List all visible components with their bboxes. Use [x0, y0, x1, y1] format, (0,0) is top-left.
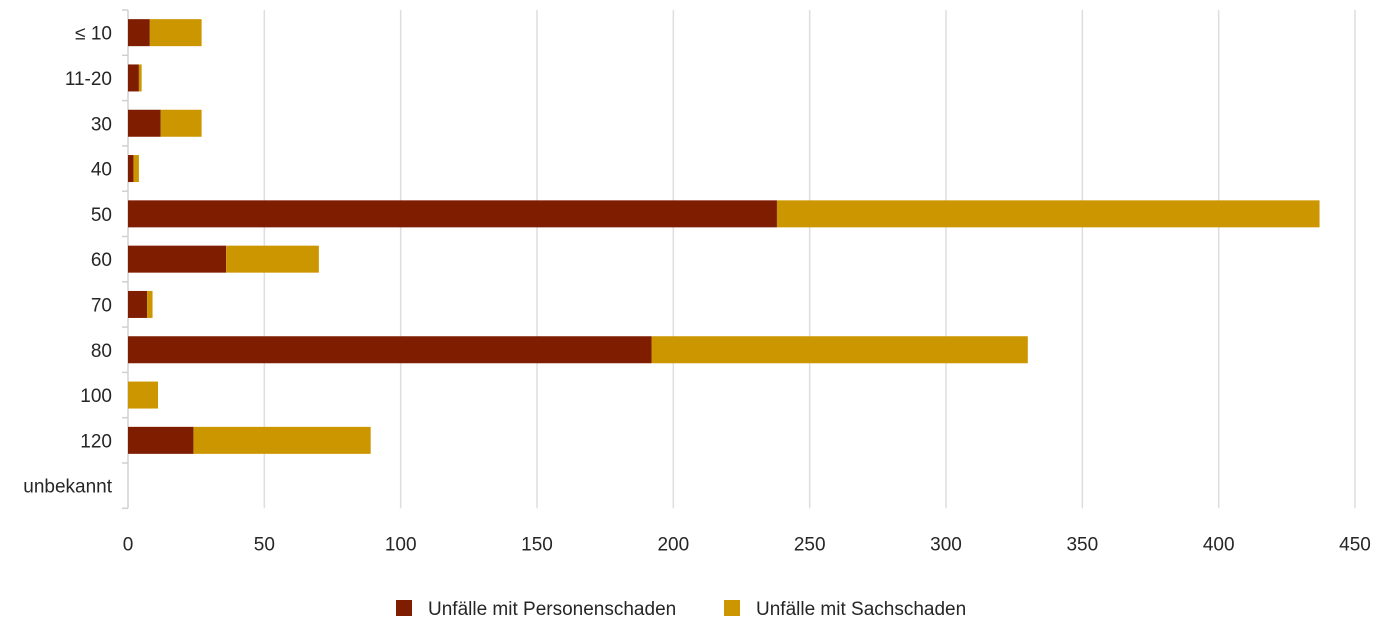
x-tick-label: 50 — [254, 534, 275, 555]
legend-swatch-sachschaden — [724, 600, 740, 616]
x-axis-ticks: 0 50 100 150 200 250 300 350 400 450 — [123, 534, 1371, 555]
x-tick-label: 250 — [794, 534, 826, 555]
bar-segment-sachschaden — [651, 336, 1028, 364]
bar-segment-sachschaden — [128, 381, 158, 409]
y-category-label: 70 — [91, 295, 112, 316]
y-category-label: 50 — [91, 205, 112, 226]
bar-segment-personenschaden — [128, 336, 652, 364]
y-category-label: 40 — [91, 160, 112, 181]
gridlines — [263, 10, 1356, 509]
legend-label-personenschaden: Unfälle mit Personenschaden — [428, 599, 676, 620]
bars — [128, 19, 1320, 454]
x-tick-label: 400 — [1203, 534, 1235, 555]
bar-segment-personenschaden — [128, 200, 777, 228]
y-category-label: 100 — [80, 386, 112, 407]
y-category-label: ≤ 10 — [75, 24, 112, 45]
x-tick-label: 200 — [657, 534, 689, 555]
bar-segment-sachschaden — [133, 155, 139, 183]
y-category-label: 30 — [91, 114, 112, 135]
bar-segment-sachschaden — [776, 200, 1320, 228]
bar-segment-sachschaden — [149, 19, 202, 47]
bar-segment-personenschaden — [128, 155, 134, 183]
bar-segment-personenschaden — [128, 245, 227, 273]
bar-segment-personenschaden — [128, 109, 161, 137]
y-category-label: 120 — [80, 431, 112, 452]
bar-segment-personenschaden — [128, 64, 139, 92]
y-category-label: 11-20 — [65, 69, 112, 90]
bar-segment-personenschaden — [128, 19, 150, 47]
x-tick-label: 350 — [1066, 534, 1098, 555]
y-category-label: unbekannt — [23, 477, 112, 498]
x-tick-label: 450 — [1339, 534, 1371, 555]
x-tick-label: 150 — [521, 534, 553, 555]
bar-segment-personenschaden — [128, 426, 194, 454]
y-category-label: 60 — [91, 250, 112, 271]
x-tick-label: 0 — [123, 534, 134, 555]
legend: Unfälle mit Personenschaden Unfälle mit … — [396, 599, 966, 620]
bar-segment-personenschaden — [128, 290, 148, 318]
bar-segment-sachschaden — [160, 109, 202, 137]
bar-segment-sachschaden — [147, 290, 153, 318]
bar-segment-sachschaden — [193, 426, 371, 454]
x-tick-label: 300 — [930, 534, 962, 555]
y-axis: ≤ 10 11-20 30 40 50 60 70 80 100 120 unbekannt — [23, 9, 129, 510]
legend-swatch-personenschaden — [396, 600, 412, 616]
bar-segment-sachschaden — [226, 245, 319, 273]
bar-segment-sachschaden — [138, 64, 142, 92]
legend-label-sachschaden: Unfälle mit Sachschaden — [756, 599, 966, 620]
x-tick-label: 100 — [385, 534, 417, 555]
y-category-label: 80 — [91, 341, 112, 362]
